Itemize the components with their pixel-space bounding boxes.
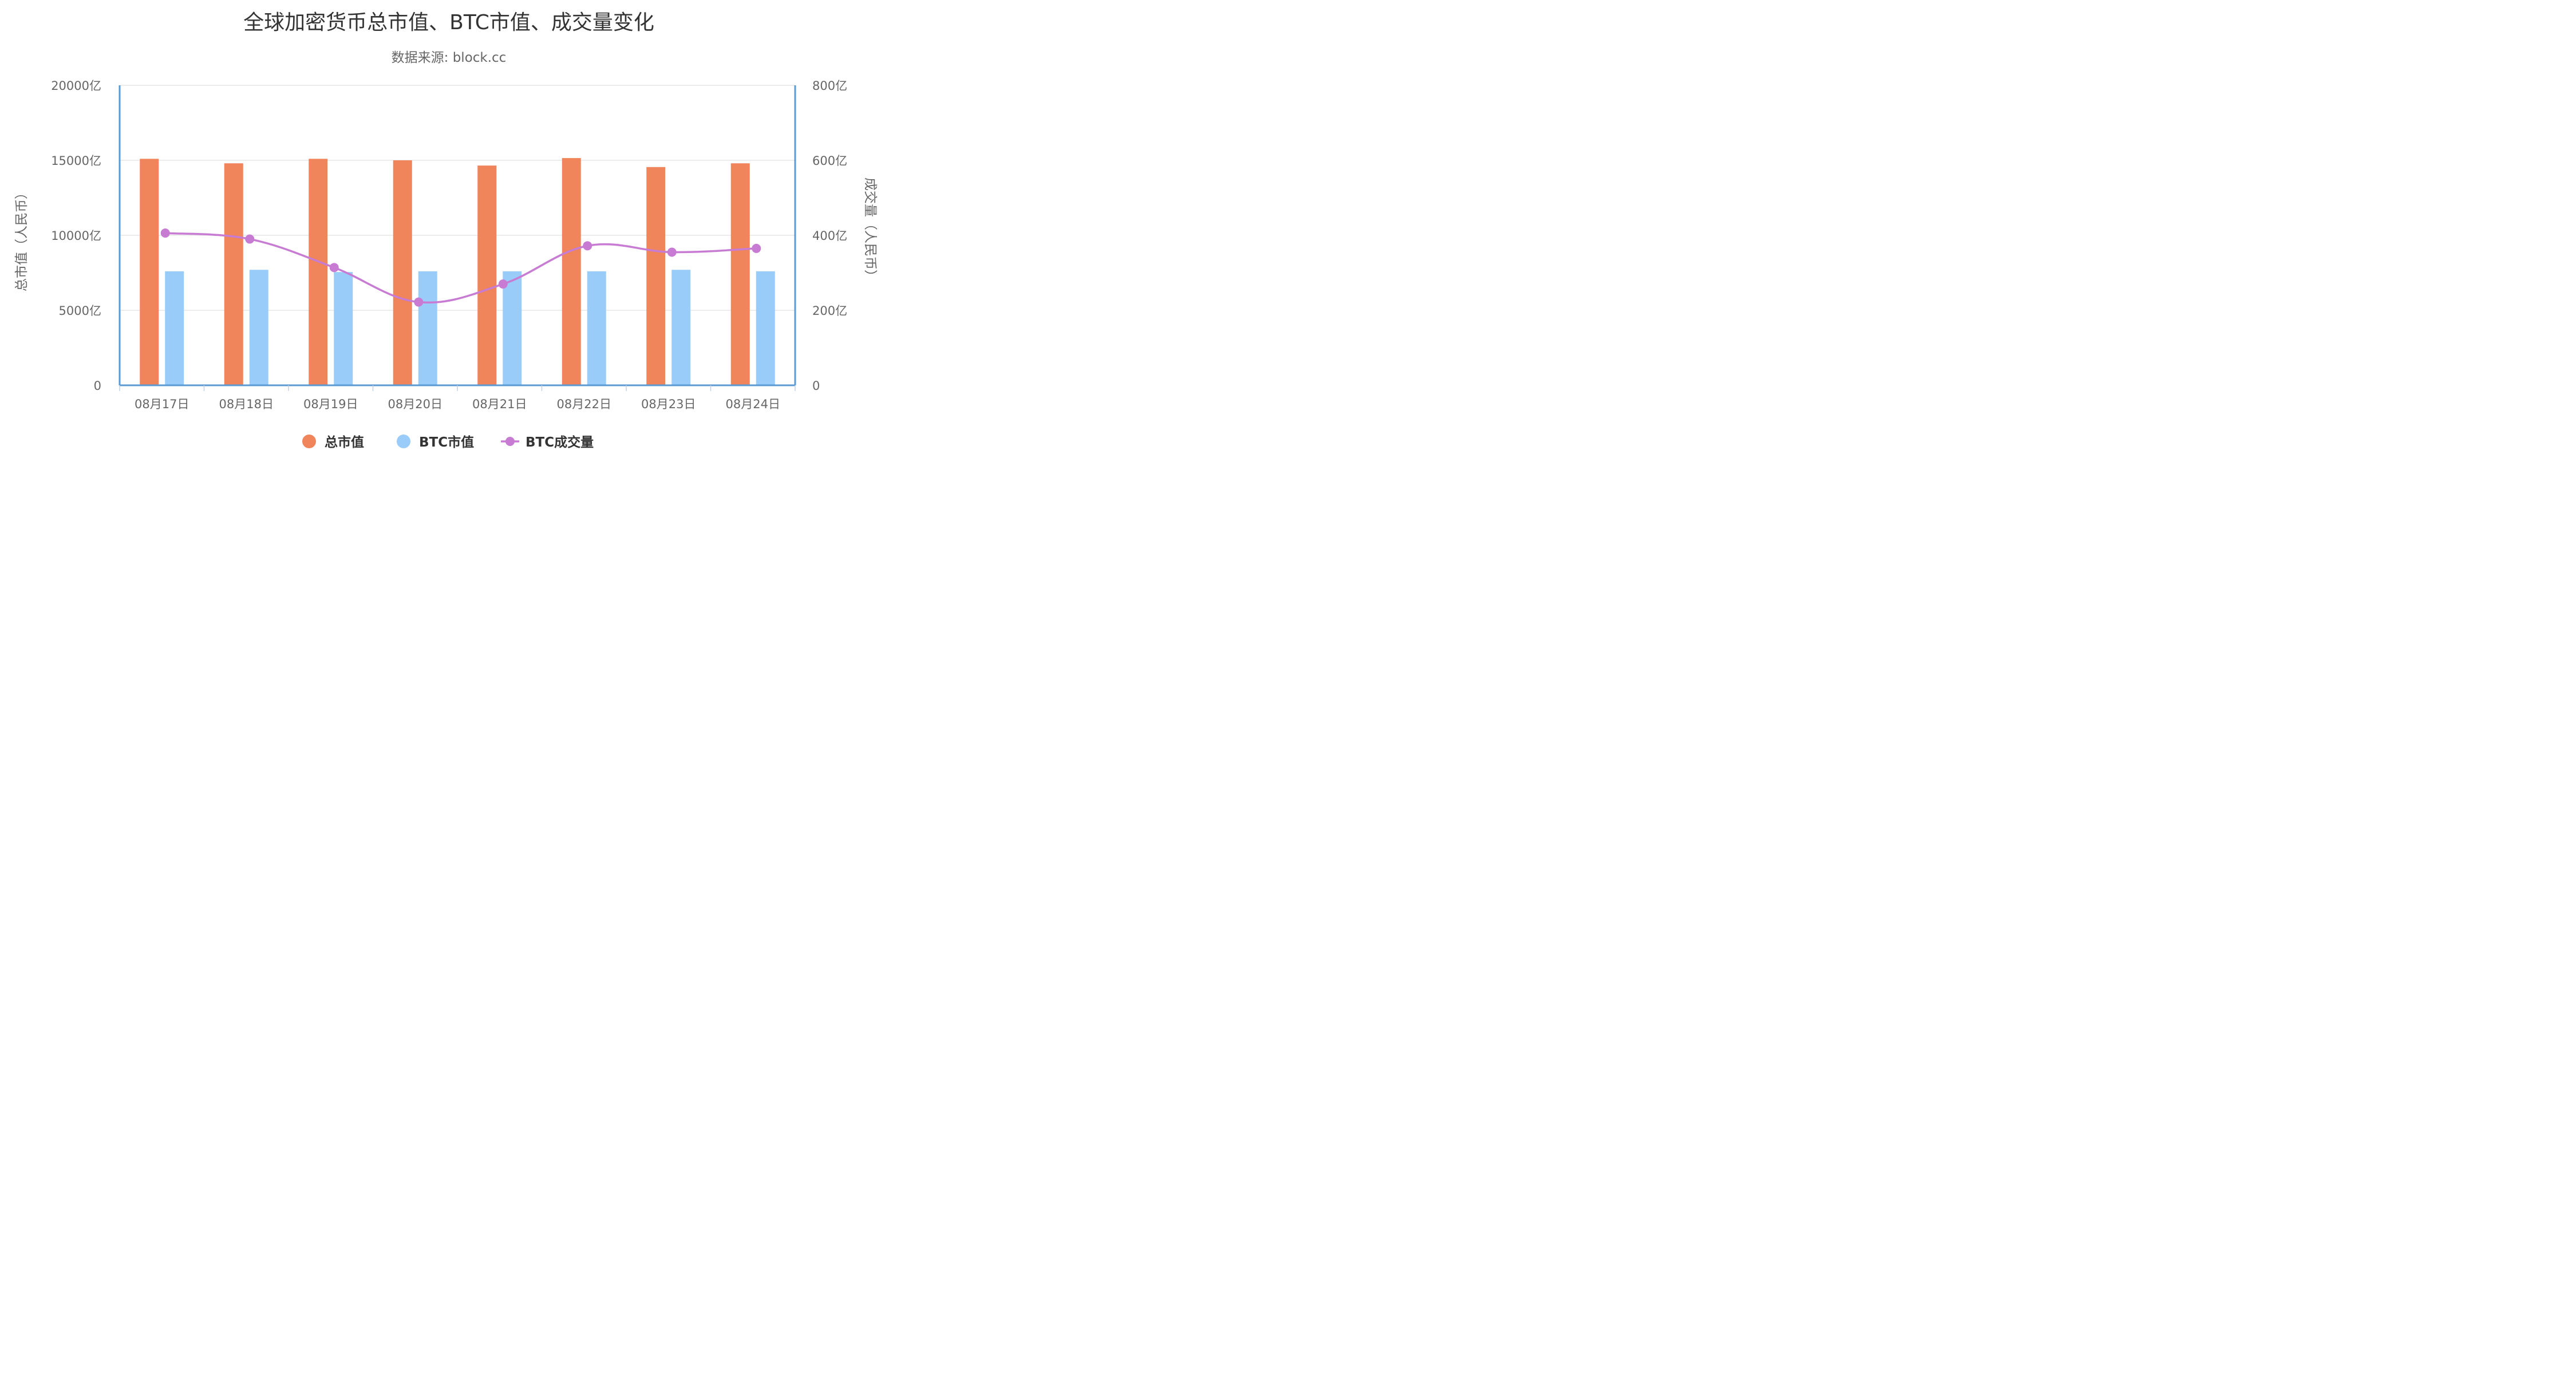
bar-total-market-cap bbox=[477, 165, 497, 385]
btc-volume-point bbox=[498, 279, 508, 289]
legend-item-btc-volume-label: BTC成交量 bbox=[526, 435, 594, 450]
bar-btc-market-cap bbox=[503, 271, 522, 385]
legend-item-btc-volume-marker bbox=[505, 437, 515, 446]
x-tick-label: 08月22日 bbox=[557, 397, 611, 411]
bar-total-market-cap bbox=[393, 160, 412, 385]
y-right-tick-label: 200亿 bbox=[812, 304, 847, 318]
btc-volume-point bbox=[329, 263, 339, 273]
x-tick-label: 08月21日 bbox=[472, 397, 527, 411]
legend-item-total-market-cap-marker bbox=[302, 435, 316, 448]
bar-btc-market-cap bbox=[249, 270, 268, 385]
y-left-tick-label: 0 bbox=[94, 379, 101, 393]
chart-title: 全球加密货币总市值、BTC市值、成交量变化 bbox=[243, 11, 654, 34]
y-right-tick-label: 600亿 bbox=[812, 154, 847, 168]
bar-btc-market-cap bbox=[587, 271, 606, 385]
y-left-axis-title: 总市值（人民币） bbox=[14, 186, 29, 291]
bar-btc-market-cap bbox=[671, 270, 691, 385]
bar-total-market-cap bbox=[562, 158, 581, 385]
x-tick-label: 08月19日 bbox=[303, 397, 358, 411]
grid-lines bbox=[120, 85, 795, 311]
btc-volume-point bbox=[752, 243, 761, 253]
bar-btc-market-cap bbox=[165, 271, 184, 385]
y-left-tick-label: 15000亿 bbox=[51, 154, 101, 168]
y-right-tick-label: 400亿 bbox=[812, 229, 847, 243]
y-left-tick-label: 5000亿 bbox=[59, 304, 101, 318]
btc-volume-line bbox=[165, 232, 757, 304]
legend-item-btc-market-cap-label: BTC市值 bbox=[419, 435, 474, 450]
btc-volume-point bbox=[583, 241, 592, 251]
btc-volume-point bbox=[160, 228, 170, 238]
bar-total-market-cap bbox=[224, 163, 243, 385]
y-left-tick-label: 20000亿 bbox=[51, 79, 101, 93]
y-right-tick-label: 800亿 bbox=[812, 79, 847, 93]
y-right-tick-label: 0 bbox=[812, 379, 820, 393]
x-tick-label: 08月18日 bbox=[219, 397, 274, 411]
legend: 总市值 BTC市值 BTC成交量 bbox=[302, 435, 594, 450]
bar-total-market-cap bbox=[646, 167, 666, 385]
btc-volume-point bbox=[667, 247, 677, 257]
bar-total-market-cap bbox=[309, 159, 328, 385]
bar-total-market-cap bbox=[140, 159, 159, 385]
bar-btc-market-cap bbox=[756, 271, 775, 385]
legend-item-btc-market-cap-marker bbox=[397, 435, 410, 448]
chart-canvas: 全球加密货币总市值、BTC市值、成交量变化 数据来源: block.cc 0 0 5… bbox=[14, 11, 878, 450]
y-left-tick-label: 10000亿 bbox=[51, 229, 101, 243]
line-marks bbox=[160, 228, 761, 307]
chart-subtitle: 数据来源: block.cc bbox=[392, 50, 507, 65]
btc-volume-point bbox=[414, 297, 424, 307]
btc-volume-point bbox=[245, 234, 255, 244]
x-tick-label: 08月23日 bbox=[641, 397, 696, 411]
x-tick-label: 08月24日 bbox=[726, 397, 780, 411]
y-right-axis-title: 成交量（人民币） bbox=[863, 177, 878, 283]
x-tick-label: 08月20日 bbox=[388, 397, 442, 411]
x-tick-label: 08月17日 bbox=[135, 397, 189, 411]
bar-marks bbox=[140, 158, 775, 385]
chart-container: 全球加密货币总市值、BTC市值、成交量变化 数据来源: block.cc 0 0 5… bbox=[0, 0, 898, 479]
axes: 0 0 5000亿 200亿 10000亿 400亿 15000亿 600亿 20000亿 800… bbox=[51, 79, 847, 411]
bar-total-market-cap bbox=[730, 163, 750, 385]
bar-btc-market-cap bbox=[418, 271, 437, 385]
bar-btc-market-cap bbox=[334, 272, 353, 385]
legend-item-total-market-cap-label: 总市值 bbox=[325, 435, 364, 450]
